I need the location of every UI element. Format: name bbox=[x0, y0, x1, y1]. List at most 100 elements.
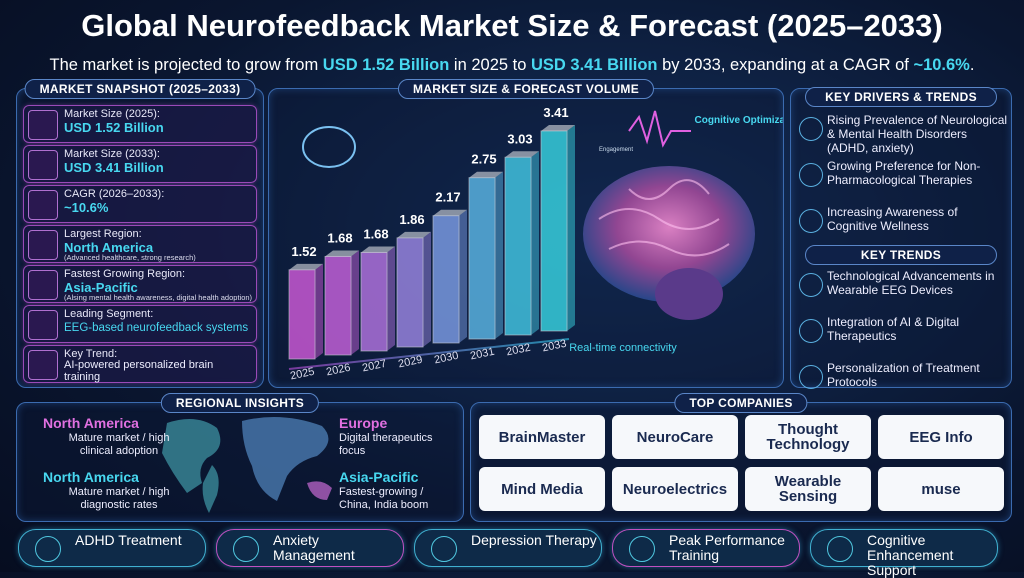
snapshot-item: Market Size (2025): USD 1.52 Billion bbox=[23, 105, 257, 143]
panel-title: REGIONAL INSIGHTS bbox=[160, 393, 320, 413]
icon bbox=[28, 230, 58, 260]
company-logo: EEG Info bbox=[878, 415, 1004, 459]
x-tick-label: 2027 bbox=[361, 358, 387, 375]
bar bbox=[396, 237, 424, 348]
value: USD 1.52 Billion bbox=[64, 120, 164, 135]
x-tick-label: 2032 bbox=[505, 342, 531, 359]
list-item: Growing Preference for Non-Pharmacologic… bbox=[827, 159, 981, 187]
company-logo: Wearable Sensing bbox=[745, 467, 871, 511]
value-label: 1.52 bbox=[291, 244, 316, 259]
company-logo: NeuroCare bbox=[612, 415, 738, 459]
application-pill: Anxiety Management bbox=[216, 529, 404, 567]
icon bbox=[827, 536, 853, 562]
subtitle-part: in 2025 to bbox=[449, 56, 531, 74]
bar-side bbox=[531, 151, 539, 335]
subtitle-part: The market is projected to grow from bbox=[49, 56, 323, 74]
value-label: 1.68 bbox=[363, 226, 388, 241]
bar bbox=[360, 251, 388, 352]
map-south-america bbox=[202, 465, 219, 513]
subtitle-part: ~10.6% bbox=[913, 56, 970, 74]
value-label: 2.17 bbox=[435, 190, 460, 205]
icon bbox=[28, 270, 58, 300]
company-logo: Mind Media bbox=[479, 467, 605, 511]
icon bbox=[799, 273, 823, 297]
region-name: North America bbox=[43, 469, 139, 485]
subtitle-part: USD 3.41 Billion bbox=[530, 56, 658, 74]
value: Asia-Pacific bbox=[64, 280, 138, 295]
x-tick-label: 2026 bbox=[325, 362, 351, 379]
panel-title: MARKET SNAPSHOT (2025–2033) bbox=[24, 79, 256, 99]
icon bbox=[629, 536, 655, 562]
region-text: Fastest-growing / China, India boom bbox=[339, 486, 429, 511]
floor-line bbox=[288, 338, 570, 370]
icon bbox=[233, 536, 259, 562]
bar-side bbox=[459, 209, 467, 343]
x-tick-label: 2029 bbox=[397, 354, 423, 371]
company-logo: muse bbox=[878, 467, 1004, 511]
snapshot-item: Fastest Growing Region: Asia-Pacific (Alsi… bbox=[23, 265, 257, 303]
icon bbox=[28, 110, 58, 140]
value-label: 3.03 bbox=[507, 131, 532, 146]
snapshot-item: CAGR (2026–2033): ~10.6% bbox=[23, 185, 257, 223]
x-tick-label: 2030 bbox=[433, 350, 459, 367]
bar-top bbox=[433, 209, 467, 216]
label: Market Size (2033): bbox=[64, 148, 160, 160]
list-item: Integration of AI & Digital Therapeutics bbox=[827, 315, 960, 343]
map-oceania bbox=[307, 481, 332, 500]
bar-top bbox=[397, 231, 431, 238]
application-label: Peak Performance Training bbox=[669, 532, 785, 563]
annotation: Engagement bbox=[599, 147, 633, 153]
subtitle-part: . bbox=[969, 56, 975, 74]
company-logo: Thought Technology bbox=[745, 415, 871, 459]
icon bbox=[28, 150, 58, 180]
company-logo: BrainMaster bbox=[479, 415, 605, 459]
bar-side bbox=[567, 125, 575, 331]
bar bbox=[288, 269, 316, 360]
bar-side bbox=[351, 250, 359, 355]
annotation: Real-time connectivity bbox=[569, 342, 677, 354]
brain bbox=[583, 166, 755, 302]
application-pill: Cognitive Enhancement Support bbox=[810, 529, 998, 578]
value-label: 1.86 bbox=[399, 212, 424, 227]
panel-title: TOP COMPANIES bbox=[674, 393, 808, 413]
bar bbox=[468, 177, 496, 340]
list-item: Personalization of Treatment Protocols bbox=[827, 361, 980, 389]
world-map bbox=[162, 417, 332, 513]
subtitle: The market is projected to grow from USD… bbox=[0, 56, 1024, 75]
value-label: 3.41 bbox=[543, 105, 568, 120]
value-label: 1.68 bbox=[327, 230, 352, 245]
label: Leading Segment: bbox=[64, 308, 154, 320]
bar bbox=[432, 215, 460, 344]
application-label: Cognitive Enhancement Support bbox=[867, 532, 954, 578]
brain-folds bbox=[598, 179, 730, 257]
list-item: Increasing Awareness of Cognitive Wellne… bbox=[827, 205, 958, 233]
subtitle-part: USD 1.52 Billion bbox=[322, 56, 450, 74]
region-text: Digital therapeutics focus bbox=[339, 432, 433, 457]
bar bbox=[504, 156, 532, 336]
application-pill: Peak Performance Training bbox=[612, 529, 800, 567]
bar-top bbox=[289, 263, 323, 270]
value: USD 3.41 Billion bbox=[64, 160, 164, 175]
icon bbox=[28, 190, 58, 220]
icon bbox=[28, 310, 58, 340]
bar-side bbox=[423, 231, 431, 347]
application-pill: Depression Therapy bbox=[414, 529, 602, 567]
wave bbox=[628, 110, 691, 148]
label: Fastest Growing Region: bbox=[64, 268, 186, 280]
bar-side bbox=[315, 263, 323, 359]
snapshot-item: Key Trend: AI-powered personalized brain … bbox=[23, 345, 257, 383]
list-item: Technological Advancements in Wearable E… bbox=[827, 269, 995, 297]
icon bbox=[799, 209, 823, 233]
note: (Alsing mental health awareness, digital… bbox=[64, 293, 253, 302]
subtitle-part: by 2033, expanding at a CAGR of bbox=[657, 56, 914, 74]
icon bbox=[28, 350, 58, 380]
region-name: Europe bbox=[339, 415, 388, 431]
application-label: ADHD Treatment bbox=[75, 532, 182, 548]
region-text: Mature market / high diagnostic rates bbox=[68, 486, 170, 511]
brain-icon bbox=[302, 126, 356, 168]
bar-top bbox=[469, 171, 503, 178]
brain-stem bbox=[655, 268, 723, 320]
application-pill: ADHD Treatment bbox=[18, 529, 206, 567]
label: Market Size (2025): bbox=[64, 108, 160, 120]
